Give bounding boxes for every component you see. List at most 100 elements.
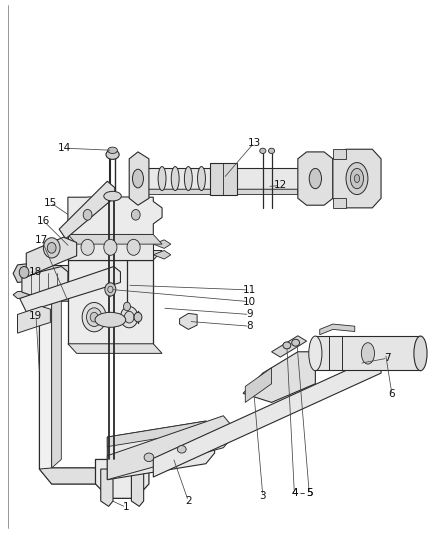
Ellipse shape bbox=[361, 343, 374, 364]
Ellipse shape bbox=[132, 169, 143, 188]
Ellipse shape bbox=[108, 147, 117, 154]
Ellipse shape bbox=[134, 312, 142, 322]
Text: 5: 5 bbox=[306, 488, 313, 498]
Ellipse shape bbox=[82, 303, 106, 332]
Ellipse shape bbox=[83, 209, 92, 220]
Polygon shape bbox=[68, 197, 162, 235]
Polygon shape bbox=[243, 352, 315, 402]
Text: –: – bbox=[299, 488, 304, 498]
Text: 2: 2 bbox=[185, 496, 192, 506]
Polygon shape bbox=[39, 265, 68, 277]
Ellipse shape bbox=[95, 312, 126, 327]
Polygon shape bbox=[95, 459, 149, 498]
Ellipse shape bbox=[104, 191, 121, 201]
Polygon shape bbox=[333, 198, 346, 208]
Polygon shape bbox=[245, 368, 272, 402]
Polygon shape bbox=[315, 336, 420, 370]
Polygon shape bbox=[26, 237, 77, 277]
Polygon shape bbox=[39, 287, 101, 484]
Text: 4: 4 bbox=[291, 488, 298, 498]
Ellipse shape bbox=[106, 150, 119, 159]
Ellipse shape bbox=[144, 453, 154, 462]
Polygon shape bbox=[333, 149, 346, 159]
Text: 13: 13 bbox=[247, 138, 261, 148]
Polygon shape bbox=[210, 163, 237, 195]
Text: 14: 14 bbox=[58, 143, 71, 153]
Polygon shape bbox=[68, 344, 162, 353]
Polygon shape bbox=[52, 292, 61, 468]
Ellipse shape bbox=[414, 336, 427, 371]
Polygon shape bbox=[107, 421, 215, 480]
Polygon shape bbox=[39, 468, 101, 484]
Text: 3: 3 bbox=[259, 491, 266, 500]
Ellipse shape bbox=[268, 148, 275, 154]
Ellipse shape bbox=[309, 168, 321, 189]
Text: 6: 6 bbox=[389, 390, 396, 399]
Text: 17: 17 bbox=[35, 235, 48, 245]
Text: 19: 19 bbox=[29, 311, 42, 320]
Polygon shape bbox=[68, 235, 153, 260]
Polygon shape bbox=[134, 189, 298, 195]
Polygon shape bbox=[272, 336, 307, 357]
Ellipse shape bbox=[47, 243, 56, 253]
Ellipse shape bbox=[19, 266, 29, 278]
Polygon shape bbox=[333, 149, 381, 208]
Text: 1: 1 bbox=[123, 503, 130, 512]
Text: 8: 8 bbox=[246, 321, 253, 331]
Polygon shape bbox=[59, 181, 115, 239]
Text: 15: 15 bbox=[44, 198, 57, 207]
Ellipse shape bbox=[283, 342, 291, 349]
Ellipse shape bbox=[171, 166, 179, 191]
Polygon shape bbox=[153, 354, 381, 477]
Ellipse shape bbox=[81, 239, 94, 255]
Text: 18: 18 bbox=[29, 267, 42, 277]
Text: 16: 16 bbox=[37, 216, 50, 226]
Ellipse shape bbox=[260, 148, 266, 154]
Text: 4: 4 bbox=[291, 488, 298, 498]
Polygon shape bbox=[107, 416, 232, 480]
Text: 11: 11 bbox=[243, 285, 256, 295]
Polygon shape bbox=[320, 324, 355, 335]
Ellipse shape bbox=[158, 166, 166, 191]
Ellipse shape bbox=[309, 336, 322, 371]
Ellipse shape bbox=[184, 166, 192, 191]
Ellipse shape bbox=[43, 238, 60, 258]
Text: 7: 7 bbox=[384, 353, 391, 363]
Ellipse shape bbox=[177, 446, 186, 453]
Ellipse shape bbox=[346, 163, 368, 195]
Ellipse shape bbox=[124, 311, 134, 323]
Polygon shape bbox=[153, 240, 171, 248]
Polygon shape bbox=[13, 290, 44, 298]
Ellipse shape bbox=[90, 312, 98, 322]
Ellipse shape bbox=[105, 283, 116, 296]
Polygon shape bbox=[13, 262, 40, 282]
Polygon shape bbox=[134, 168, 298, 189]
Polygon shape bbox=[129, 152, 149, 205]
Polygon shape bbox=[68, 235, 162, 244]
Polygon shape bbox=[298, 152, 333, 205]
Ellipse shape bbox=[292, 340, 300, 346]
Text: 12: 12 bbox=[274, 181, 287, 190]
Text: 10: 10 bbox=[243, 297, 256, 306]
Ellipse shape bbox=[350, 168, 364, 189]
Ellipse shape bbox=[104, 239, 117, 255]
Polygon shape bbox=[22, 266, 68, 298]
Polygon shape bbox=[180, 313, 197, 329]
Ellipse shape bbox=[198, 166, 205, 191]
Ellipse shape bbox=[354, 175, 360, 182]
Ellipse shape bbox=[124, 302, 131, 311]
Ellipse shape bbox=[120, 306, 138, 328]
Ellipse shape bbox=[131, 209, 140, 220]
Text: 5: 5 bbox=[306, 488, 313, 498]
Polygon shape bbox=[18, 306, 50, 333]
Polygon shape bbox=[101, 469, 113, 506]
Polygon shape bbox=[20, 266, 120, 312]
Polygon shape bbox=[68, 260, 153, 344]
Ellipse shape bbox=[86, 308, 102, 326]
Text: 9: 9 bbox=[246, 310, 253, 319]
Polygon shape bbox=[107, 421, 215, 447]
Polygon shape bbox=[153, 251, 171, 259]
Polygon shape bbox=[131, 469, 144, 506]
Ellipse shape bbox=[127, 239, 140, 255]
Polygon shape bbox=[68, 251, 162, 260]
